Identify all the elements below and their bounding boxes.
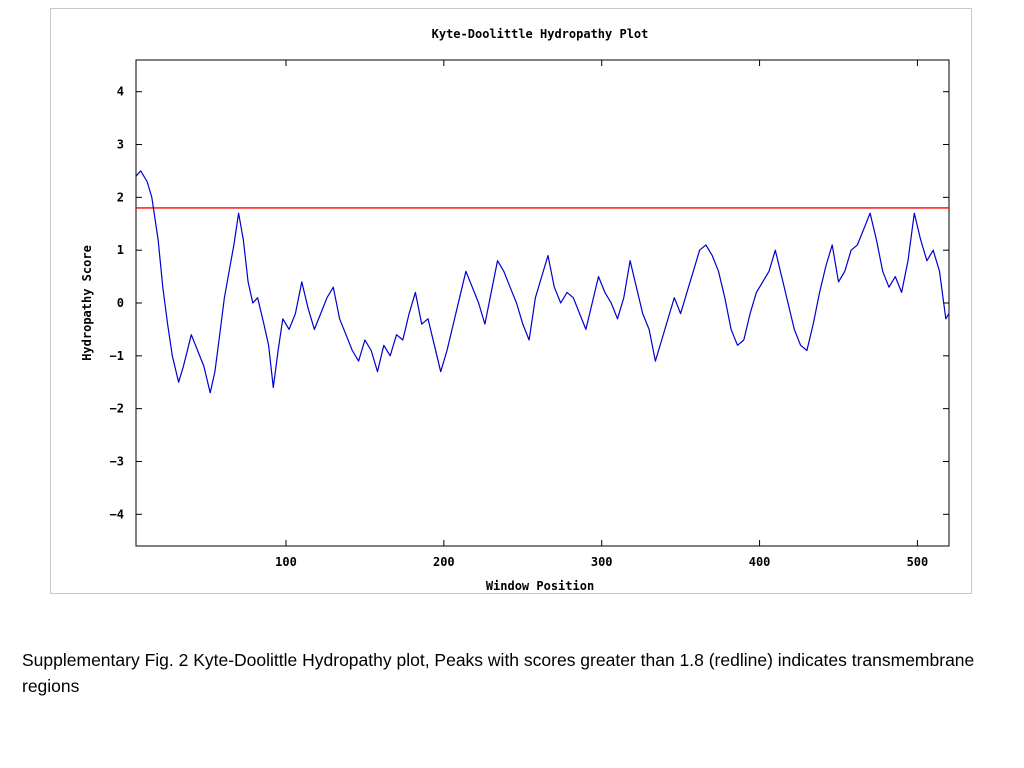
plot-area	[135, 59, 950, 547]
y-tick-label: −2	[110, 402, 124, 416]
y-tick-label: −4	[110, 507, 124, 521]
x-tick-label: 300	[591, 555, 613, 569]
y-axis-label: Hydropathy Score	[80, 245, 94, 361]
x-tick-label: 400	[749, 555, 771, 569]
y-tick-label: −3	[110, 454, 124, 468]
y-tick-labels: −4 −3 −2 −1 0 1 2 3 4	[110, 85, 124, 522]
x-axis-label: Window Position	[486, 579, 594, 593]
y-tick-label: −1	[110, 349, 124, 363]
axis-ticks	[136, 60, 949, 546]
x-tick-label: 200	[433, 555, 455, 569]
hydropathy-series-line	[135, 170, 950, 394]
x-tick-labels: 100 200 300 400 500	[275, 555, 928, 569]
chart-frame: Kyte-Doolittle Hydropathy Plot −4 −3 −2 −1 0…	[50, 8, 972, 594]
hydropathy-chart: Kyte-Doolittle Hydropathy Plot −4 −3 −2 −1 0…	[80, 27, 950, 593]
y-tick-label: 4	[117, 85, 124, 99]
figure-caption: Supplementary Fig. 2 Kyte-Doolittle Hydr…	[22, 650, 975, 696]
y-tick-label: 1	[117, 243, 124, 257]
chart-title: Kyte-Doolittle Hydropathy Plot	[432, 27, 649, 41]
y-tick-label: 2	[117, 190, 124, 204]
x-tick-label: 100	[275, 555, 297, 569]
y-tick-label: 0	[117, 296, 124, 310]
y-tick-label: 3	[117, 138, 124, 152]
x-tick-label: 500	[907, 555, 929, 569]
